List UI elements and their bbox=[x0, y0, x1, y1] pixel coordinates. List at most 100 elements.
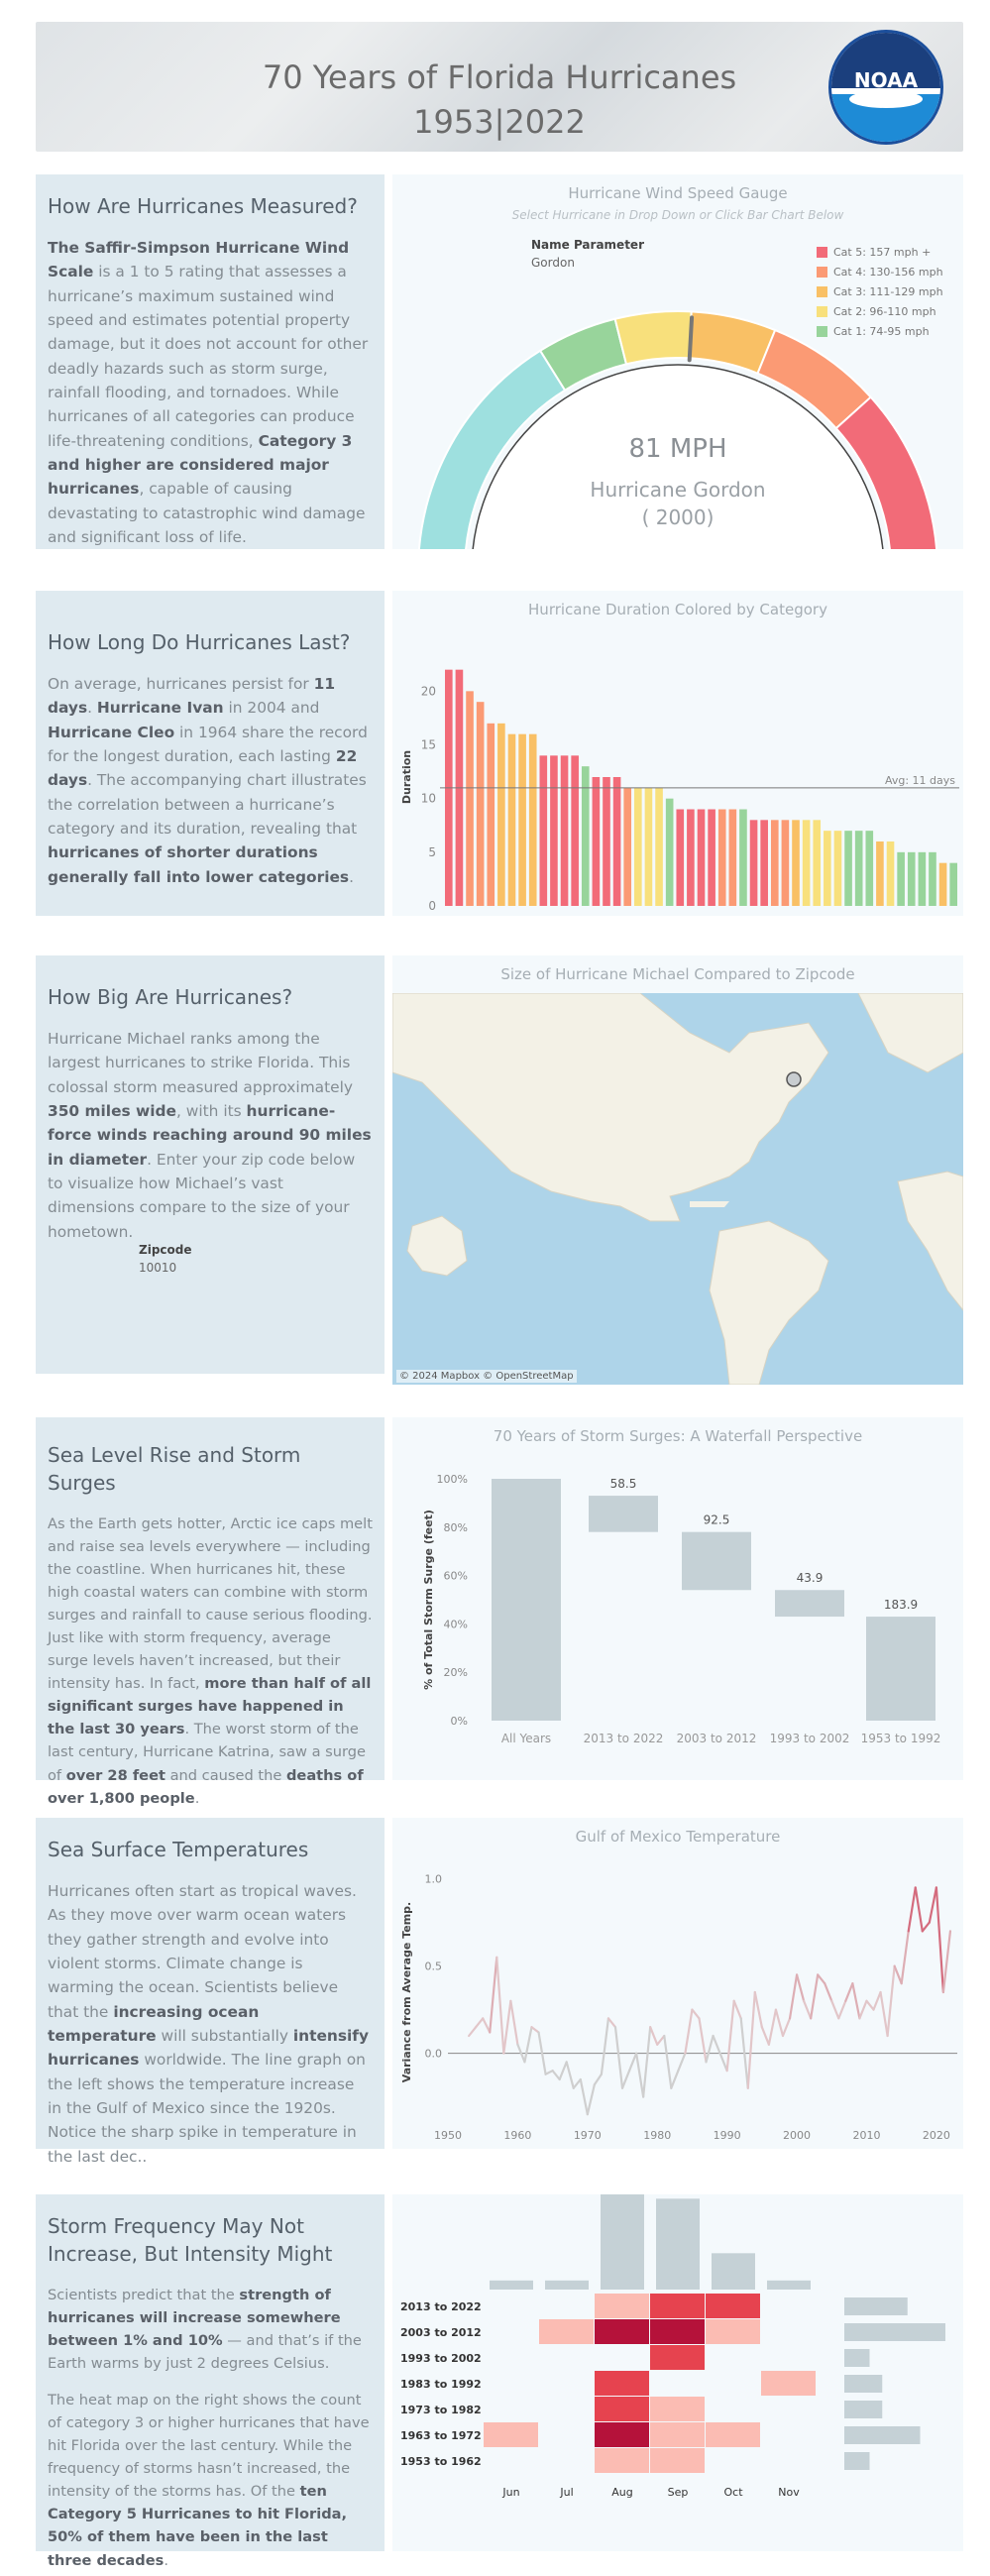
sst-line-segment bbox=[620, 2070, 631, 2089]
map-title: Size of Hurricane Michael Compared to Zi… bbox=[500, 965, 855, 983]
duration-bar bbox=[539, 755, 548, 906]
heatmap-cell bbox=[595, 2397, 649, 2421]
zipcode-value[interactable]: 10010 bbox=[139, 1261, 177, 1275]
duration-bar bbox=[603, 777, 610, 906]
heatmap-cell bbox=[595, 2448, 649, 2473]
sst-line-segment bbox=[810, 1973, 820, 2020]
legend-swatch bbox=[817, 305, 827, 317]
sst-text-panel: Sea Surface Temperatures Hurricanes ofte… bbox=[36, 1818, 385, 2166]
sst-line-segment bbox=[489, 1956, 498, 2034]
measure-heading: How Are Hurricanes Measured? bbox=[48, 194, 358, 218]
legend-item[interactable]: Cat 5: 157 mph + bbox=[817, 242, 943, 262]
gauge-year: ( 2000) bbox=[641, 505, 715, 529]
surge-chart-title: 70 Years of Storm Surges: A Waterfall Pe… bbox=[493, 1427, 863, 1445]
heatmap-column-total-bar bbox=[545, 2280, 589, 2290]
duration-bar bbox=[792, 820, 800, 906]
gauge-title: Hurricane Wind Speed Gauge bbox=[568, 184, 788, 202]
duration-bar bbox=[507, 733, 516, 906]
heatmap-row-label: 1983 to 1992 bbox=[400, 2378, 482, 2391]
heatmap-column-label: Jul bbox=[559, 2486, 573, 2499]
sst-x-tick: 1950 bbox=[434, 2129, 462, 2142]
sst-line-segment bbox=[537, 2031, 547, 2075]
sst-line-segment bbox=[753, 1990, 763, 2029]
legend-item[interactable]: Cat 2: 96-110 mph bbox=[817, 301, 943, 321]
sst-line-segment bbox=[844, 1982, 854, 2002]
gauge-segment-cat5 bbox=[834, 395, 938, 549]
frequency-paragraph-2: The heat map on the right shows the coun… bbox=[48, 2392, 370, 2569]
surge-x-tick: 2003 to 2012 bbox=[677, 1732, 757, 1745]
surge-bar bbox=[492, 1479, 561, 1721]
duration-bar bbox=[824, 831, 831, 906]
duration-y-tick: 20 bbox=[421, 684, 436, 698]
legend-label: Cat 3: 111-129 mph bbox=[833, 284, 943, 298]
sst-x-tick: 1960 bbox=[503, 2129, 531, 2142]
sst-line-segment bbox=[468, 2026, 478, 2038]
duration-bar bbox=[770, 820, 779, 906]
duration-bar bbox=[550, 755, 558, 906]
heatmap-row-label: 1973 to 1982 bbox=[400, 2404, 482, 2416]
sst-x-tick: 1970 bbox=[574, 2129, 602, 2142]
sst-line-segment bbox=[677, 2052, 687, 2072]
caribbean bbox=[690, 1201, 729, 1207]
surge-chart-panel: 70 Years of Storm Surges: A Waterfall Pe… bbox=[392, 1417, 963, 1780]
duration-bar bbox=[571, 755, 579, 906]
page-title: 70 Years of Florida Hurricanes 1953|2022 bbox=[36, 56, 963, 145]
name-parameter[interactable]: Name Parameter Gordon bbox=[531, 238, 644, 270]
sst-line-segment bbox=[802, 1999, 813, 2020]
duration-bar bbox=[697, 809, 706, 906]
duration-bar bbox=[708, 809, 715, 906]
duration-bar bbox=[687, 809, 695, 906]
heatmap-cell bbox=[650, 2397, 705, 2421]
duration-bar bbox=[528, 733, 537, 906]
measure-text-panel: How Are Hurricanes Measured? The Saffir-… bbox=[36, 174, 385, 549]
sst-line-segment bbox=[837, 1999, 847, 2020]
surge-bar bbox=[682, 1531, 751, 1591]
surge-x-tick: 1993 to 2002 bbox=[770, 1732, 850, 1745]
sst-line-segment bbox=[767, 2008, 778, 2046]
wind-gauge bbox=[417, 310, 938, 549]
legend-item[interactable]: Cat 3: 111-129 mph bbox=[817, 281, 943, 301]
surge-y-tick: 100% bbox=[437, 1473, 468, 1486]
sst-line-segment bbox=[774, 2008, 785, 2038]
heatmap-cell bbox=[650, 2345, 705, 2370]
sst-line-segment bbox=[705, 2034, 715, 2064]
legend-label: Cat 1: 74-95 mph bbox=[833, 324, 930, 338]
duration-bar bbox=[938, 862, 947, 906]
heatmap-column-label: Aug bbox=[611, 2486, 632, 2499]
duration-bar bbox=[918, 851, 927, 906]
duration-bar bbox=[813, 820, 822, 906]
duration-bar bbox=[592, 777, 601, 906]
sst-line-segment bbox=[558, 2061, 568, 2081]
duration-bar bbox=[487, 723, 495, 906]
sst-line-segment bbox=[579, 2077, 589, 2116]
legend-item[interactable]: Cat 4: 130-156 mph bbox=[817, 262, 943, 281]
duration-bar bbox=[844, 831, 852, 906]
duration-bar bbox=[655, 787, 663, 906]
header-banner: 70 Years of Florida Hurricanes 1953|2022 bbox=[36, 22, 963, 152]
world-map[interactable]: © 2024 Mapbox © OpenStreetMap bbox=[392, 993, 963, 1385]
sst-line-segment bbox=[893, 1964, 903, 1985]
sst-line-segment bbox=[572, 2077, 582, 2089]
title-line-2: 1953|2022 bbox=[413, 102, 586, 141]
heatmap-cell bbox=[595, 2319, 649, 2344]
map-credit[interactable]: © 2024 Mapbox © OpenStreetMap bbox=[396, 1370, 577, 1383]
name-parameter-value[interactable]: Gordon bbox=[531, 256, 575, 270]
sst-line-segment bbox=[718, 2052, 728, 2072]
duration-y-tick: 5 bbox=[428, 845, 436, 859]
duration-bar bbox=[644, 787, 653, 906]
heatmap-row-total-bar bbox=[844, 2375, 883, 2393]
sst-y-tick: 1.0 bbox=[425, 1873, 443, 1886]
duration-avg-label: Avg: 11 days bbox=[885, 774, 955, 787]
zipcode-parameter[interactable]: Zipcode 10010 bbox=[139, 1243, 192, 1275]
sst-line-segment bbox=[781, 2017, 792, 2038]
duration-bar bbox=[581, 766, 590, 906]
duration-chart[interactable]: 0 5 10 15 20 Duration Avg: 11 days bbox=[392, 591, 963, 916]
duration-bar bbox=[717, 809, 726, 906]
duration-bar bbox=[760, 820, 768, 906]
heatmap-row-total-bar bbox=[844, 2401, 883, 2418]
duration-bar bbox=[634, 787, 642, 906]
heatmap-row-total-bar bbox=[844, 2426, 921, 2444]
surge-heading: Sea Level Rise and Storm Surges bbox=[48, 1443, 301, 1495]
legend-item[interactable]: Cat 1: 74-95 mph bbox=[817, 321, 943, 341]
sst-line-segment bbox=[627, 2052, 638, 2072]
